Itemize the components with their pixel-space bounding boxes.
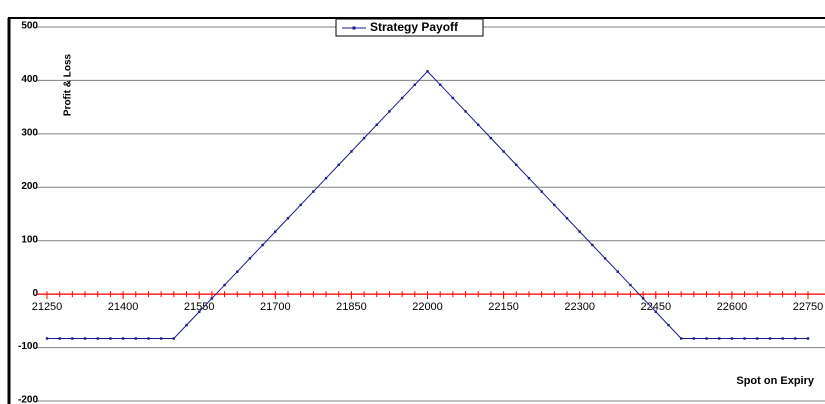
legend-marker: [352, 26, 356, 30]
point-marker: [527, 177, 531, 180]
point-marker: [438, 83, 442, 86]
point-marker: [375, 123, 378, 126]
point-marker: [299, 203, 302, 207]
y-tick-label: -200: [18, 395, 38, 404]
point-marker: [641, 297, 645, 300]
point-marker: [58, 337, 61, 340]
point-marker: [362, 136, 366, 140]
point-marker: [591, 243, 594, 247]
point-marker: [96, 337, 99, 340]
point-marker: [540, 190, 543, 193]
point-marker: [515, 163, 518, 167]
point-marker: [616, 270, 619, 273]
point-marker: [388, 110, 391, 113]
point-marker: [667, 323, 670, 327]
point-marker: [451, 96, 455, 100]
point-marker: [477, 123, 480, 126]
point-marker: [286, 217, 290, 220]
point-marker: [489, 136, 493, 140]
x-tick-label: 22750: [793, 301, 824, 313]
y-axis-label: Profit & Loss: [63, 53, 74, 116]
point-marker: [806, 337, 810, 340]
point-marker: [261, 243, 264, 247]
y-tick-label: 0: [32, 288, 38, 299]
point-marker: [756, 337, 759, 340]
point-marker: [400, 96, 404, 100]
point-marker: [679, 337, 683, 340]
point-marker: [134, 337, 137, 340]
point-marker: [553, 203, 556, 207]
point-marker: [210, 297, 214, 300]
point-marker: [565, 217, 569, 220]
point-marker: [578, 230, 581, 233]
legend-box: [335, 18, 484, 37]
point-marker: [768, 337, 772, 340]
point-marker: [502, 150, 505, 153]
point-marker: [794, 337, 797, 340]
x-tick-label: 22300: [564, 301, 595, 313]
point-marker: [350, 150, 353, 153]
point-marker: [185, 323, 188, 327]
point-marker: [464, 110, 467, 113]
point-marker: [198, 310, 201, 313]
x-tick-label: 21250: [32, 301, 63, 313]
x-tick-label: 22000: [412, 301, 443, 313]
point-marker: [45, 337, 49, 340]
y-tick-label: 100: [21, 234, 38, 245]
point-marker: [718, 337, 721, 340]
point-marker: [413, 83, 417, 86]
y-tick-label: -100: [18, 341, 38, 352]
x-tick-label: 22600: [717, 301, 748, 313]
point-marker: [692, 337, 696, 340]
x-tick-label: 22150: [488, 301, 519, 313]
y-tick-label: 500: [21, 21, 38, 32]
point-marker: [603, 257, 607, 260]
point-marker: [83, 337, 87, 340]
point-marker: [629, 283, 632, 287]
point-marker: [248, 257, 252, 260]
y-tick-label: 300: [21, 127, 38, 138]
point-marker: [337, 163, 340, 167]
point-marker: [147, 337, 150, 340]
point-marker: [274, 230, 277, 233]
x-tick-label: 21400: [108, 301, 139, 313]
x-tick-label: 21850: [336, 301, 367, 313]
point-marker: [730, 337, 734, 340]
point-marker: [654, 310, 657, 313]
point-marker: [312, 190, 315, 193]
point-marker: [172, 337, 176, 340]
y-tick-label: 400: [21, 74, 38, 85]
point-marker: [121, 337, 125, 340]
legend-label: Strategy Payoff: [370, 20, 459, 34]
point-marker: [743, 337, 746, 340]
point-marker: [159, 337, 163, 340]
x-tick-label: 21700: [260, 301, 291, 313]
point-marker: [781, 337, 784, 340]
x-axis-label: Spot on Expiry: [736, 375, 815, 387]
point-marker: [705, 337, 708, 340]
point-marker: [426, 70, 429, 73]
point-marker: [71, 337, 74, 340]
point-marker: [223, 283, 226, 287]
point-marker: [236, 270, 239, 273]
point-marker: [109, 337, 112, 340]
point-marker: [324, 177, 328, 180]
y-tick-label: 200: [21, 181, 38, 192]
